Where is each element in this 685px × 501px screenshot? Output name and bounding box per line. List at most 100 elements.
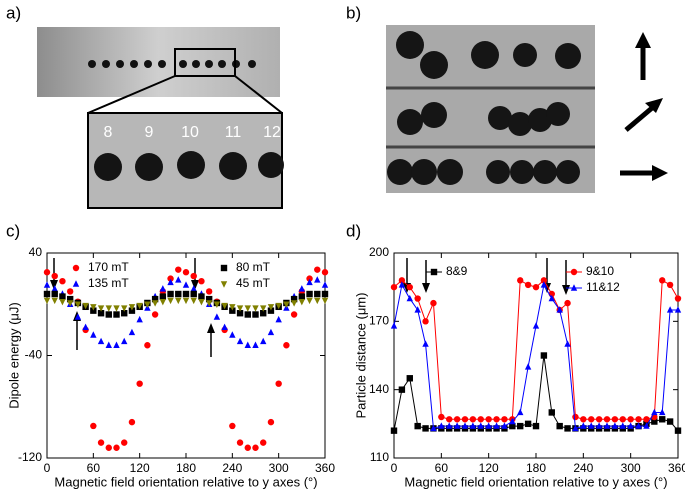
marker xyxy=(430,299,437,307)
marker xyxy=(151,311,159,318)
marker xyxy=(97,310,105,317)
legend-label: 135 mT xyxy=(88,276,129,290)
y-tick-label: -120 xyxy=(18,450,42,464)
marker xyxy=(635,422,642,429)
marker xyxy=(236,305,244,312)
marker xyxy=(51,290,58,298)
marker xyxy=(674,306,682,313)
marker xyxy=(414,422,421,430)
marker xyxy=(422,318,429,325)
marker xyxy=(461,422,469,429)
legend-label: 170 mT xyxy=(88,260,129,274)
marker xyxy=(298,285,306,292)
marker xyxy=(229,331,236,338)
marker xyxy=(659,408,666,416)
marker xyxy=(398,277,406,284)
marker xyxy=(446,416,453,423)
marker xyxy=(82,323,89,331)
marker xyxy=(406,375,413,382)
marker xyxy=(190,272,197,280)
legend-marker xyxy=(220,281,228,288)
marker xyxy=(588,422,595,429)
legend-label: 45 mT xyxy=(236,276,271,290)
marker xyxy=(74,313,82,320)
marker xyxy=(398,281,406,288)
marker xyxy=(229,422,236,430)
marker xyxy=(501,422,508,429)
marker xyxy=(244,341,251,348)
y-axis-title: Particle distance (μm) xyxy=(353,293,368,419)
marker xyxy=(477,416,484,423)
marker xyxy=(205,295,213,303)
marker xyxy=(113,444,120,451)
marker xyxy=(501,416,508,423)
marker xyxy=(159,293,167,300)
marker xyxy=(619,416,626,423)
x-tick-label: 0 xyxy=(44,461,51,475)
marker xyxy=(136,380,143,387)
marker xyxy=(128,304,136,311)
particle-number: 9 xyxy=(145,124,154,141)
marker xyxy=(136,302,143,310)
marker xyxy=(453,422,461,429)
marker xyxy=(564,299,571,307)
marker xyxy=(198,298,205,306)
marker xyxy=(66,288,74,295)
y-tick-label: 200 xyxy=(369,245,389,259)
marker xyxy=(182,281,190,288)
marker xyxy=(121,310,128,317)
marker xyxy=(524,281,532,289)
marker xyxy=(190,285,197,292)
marker xyxy=(175,297,182,305)
marker xyxy=(90,304,97,311)
marker xyxy=(229,304,236,311)
marker xyxy=(275,315,282,323)
marker xyxy=(290,295,298,303)
y-tick-label: -40 xyxy=(25,348,43,362)
marker xyxy=(674,427,682,434)
marker xyxy=(252,341,259,348)
marker xyxy=(144,301,151,308)
marker xyxy=(438,413,445,421)
marker xyxy=(128,328,136,336)
marker xyxy=(321,290,329,298)
marker xyxy=(51,297,58,305)
marker xyxy=(321,269,329,276)
marker xyxy=(260,439,267,446)
x-axis-title: Magnetic field orientation relative to y… xyxy=(404,474,667,489)
marker xyxy=(175,276,182,283)
marker xyxy=(74,301,82,308)
photo xyxy=(37,27,280,97)
panel-label: b) xyxy=(346,3,361,22)
marker xyxy=(314,276,321,283)
particles xyxy=(387,31,581,185)
marker xyxy=(236,310,244,317)
marker xyxy=(290,311,298,318)
marker xyxy=(406,294,413,302)
marker xyxy=(97,337,105,345)
marker xyxy=(321,297,329,305)
marker xyxy=(438,422,445,429)
legend-label: 80 mT xyxy=(236,260,271,274)
marker xyxy=(540,277,548,284)
marker xyxy=(603,416,611,423)
marker xyxy=(290,300,298,307)
marker xyxy=(244,305,251,312)
x-tick-label: 240 xyxy=(222,461,242,475)
marker xyxy=(151,300,159,307)
marker xyxy=(580,416,587,423)
marker xyxy=(97,305,105,312)
marker xyxy=(82,302,89,310)
marker xyxy=(252,444,259,451)
marker xyxy=(43,290,51,298)
marker xyxy=(43,297,51,305)
marker xyxy=(635,416,642,423)
marker xyxy=(422,340,429,347)
legend-marker xyxy=(220,264,228,272)
marker xyxy=(659,277,666,284)
marker xyxy=(509,417,516,425)
marker xyxy=(221,302,228,310)
marker xyxy=(267,307,275,314)
particles xyxy=(94,151,284,181)
